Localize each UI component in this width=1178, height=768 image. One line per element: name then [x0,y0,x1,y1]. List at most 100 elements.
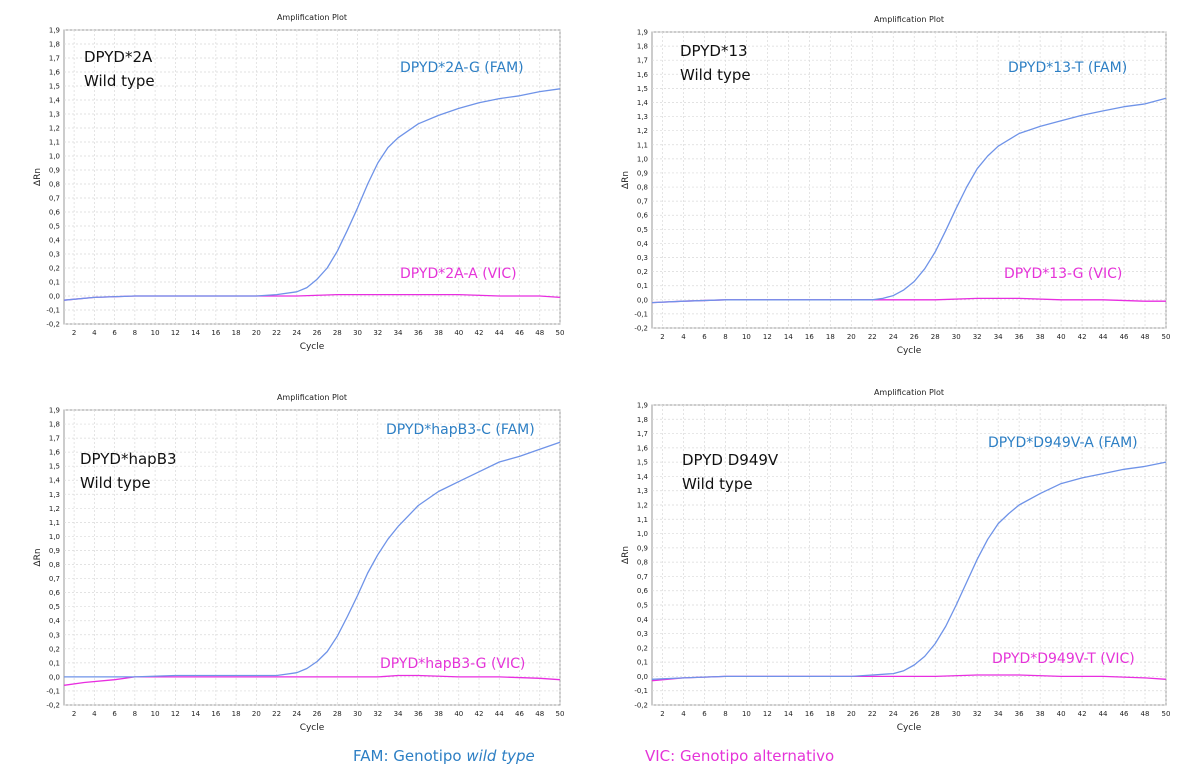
genotype-label: Wild type [80,474,151,492]
x-tick-label: 20 [847,710,856,718]
y-tick-label: 0,8 [637,184,648,192]
x-tick-label: 24 [889,333,898,341]
x-tick-label: 14 [784,710,793,718]
genotype-label: Wild type [680,66,751,84]
legend-fam: FAM: Genotipo wild type [353,747,535,765]
vic-series-label: DPYD*D949V-T (VIC) [992,651,1135,667]
x-tick-label: 16 [805,710,814,718]
y-tick-label: 1,2 [49,505,60,513]
y-tick-label: 0,7 [49,195,60,203]
y-tick-label: 1,8 [49,421,60,429]
x-tick-label: 24 [889,710,898,718]
y-tick-label: 0,9 [637,544,648,552]
y-axis-label: ΔRn [621,546,631,564]
vic-series-label: DPYD*13-G (VIC) [1004,266,1122,282]
legend-vic: VIC: Genotipo alternativo [645,747,834,765]
vic-series-label: DPYD*hapB3-G (VIC) [380,656,525,672]
y-tick-label: 0,1 [637,282,648,290]
x-tick-label: 48 [535,710,544,718]
y-tick-label: 1,8 [637,43,648,51]
x-tick-label: 6 [702,710,707,718]
x-axis-label: Cycle [897,346,922,356]
legend-fam-italic: wild type [466,747,535,765]
x-tick-label: 44 [1099,333,1108,341]
x-tick-label: 40 [1057,710,1066,718]
y-tick-label: 0,8 [49,561,60,569]
y-tick-label: 0,5 [49,223,60,231]
y-tick-label: 1,9 [637,402,648,410]
chart-title: Amplification Plot [874,388,944,397]
x-tick-label: 4 [681,710,686,718]
x-tick-label: 20 [252,710,261,718]
x-tick-label: 38 [1036,710,1045,718]
y-tick-label: 0,3 [49,251,60,259]
assay-name: DPYD D949V [682,451,779,469]
x-tick-label: 2 [660,710,664,718]
x-tick-label: 14 [191,329,200,337]
x-tick-label: 36 [414,710,423,718]
plot-area [63,29,561,325]
y-tick-label: 1,1 [637,516,648,524]
y-tick-label: -0,1 [634,687,648,695]
y-tick-label: 1,9 [49,27,60,35]
y-tick-label: 0,7 [49,575,60,583]
y-tick-label: 0,4 [637,616,649,624]
y-tick-label: -0,1 [46,307,60,315]
y-tick-label: 1,9 [49,407,60,415]
x-tick-label: 14 [191,710,200,718]
y-tick-label: 0,4 [49,617,61,625]
y-tick-label: 1,6 [49,69,61,77]
x-tick-label: 24 [292,710,301,718]
legend-vic-text: VIC: Genotipo alternativo [645,747,835,765]
y-tick-label: 1,3 [49,491,60,499]
x-tick-label: 22 [272,710,281,718]
x-tick-label: 4 [92,329,97,337]
x-tick-label: 34 [394,329,403,337]
y-tick-label: 0,5 [637,226,648,234]
y-tick-label: 0,6 [637,212,649,220]
x-tick-label: 18 [232,329,241,337]
y-tick-label: 0,9 [49,167,60,175]
x-tick-label: 32 [973,333,982,341]
x-tick-label: 44 [495,710,504,718]
fam-series-line [651,97,1167,304]
x-tick-label: 8 [723,333,727,341]
x-tick-label: 36 [1015,333,1024,341]
x-tick-label: 12 [171,710,180,718]
y-tick-label: -0,1 [634,310,648,318]
x-tick-label: 28 [333,710,342,718]
amplification-plot-svg: Amplification Plot -0,2 -0,1 0,0 0,1 0,2 0,3 0,… [621,388,1170,733]
x-tick-label: 22 [868,710,877,718]
y-tick-label: 1,5 [637,459,648,467]
y-tick-label: 0,3 [637,254,648,262]
fam-series-line [63,88,561,301]
x-tick-label: 26 [313,329,322,337]
y-tick-label: 1,2 [637,127,648,135]
y-tick-label: 1,0 [49,153,60,161]
y-tick-label: 0,6 [49,209,61,217]
y-tick-label: 0,2 [49,265,60,273]
y-tick-label: 1,9 [637,29,648,37]
x-tick-label: 36 [1015,710,1024,718]
y-tick-label: 0,3 [637,630,648,638]
y-tick-label: 1,7 [49,55,60,63]
x-tick-label: 30 [952,710,961,718]
fam-series-line [651,461,1167,680]
y-tick-label: 0,5 [49,603,60,611]
fam-series-label: DPYD*2A-G (FAM) [400,60,524,76]
y-tick-label: -0,2 [634,702,648,710]
assay-name: DPYD*hapB3 [80,450,177,468]
chart-title: Amplification Plot [277,13,347,22]
y-tick-label: 1,3 [49,111,60,119]
amplification-plot-svg: Amplification Plot -0,2 -0,1 0,0 0,1 0,2 0,3 0,… [621,15,1170,356]
x-tick-label: 46 [1120,333,1129,341]
y-tick-label: 1,0 [49,533,60,541]
y-tick-label: 1,2 [637,502,648,510]
y-tick-label: 0,2 [637,268,648,276]
y-tick-label: 1,6 [49,449,61,457]
x-tick-label: 34 [394,710,403,718]
y-axis-label: ΔRn [33,548,43,566]
y-tick-label: 0,8 [49,181,60,189]
x-tick-label: 40 [1057,333,1066,341]
y-tick-label: 1,8 [49,41,60,49]
